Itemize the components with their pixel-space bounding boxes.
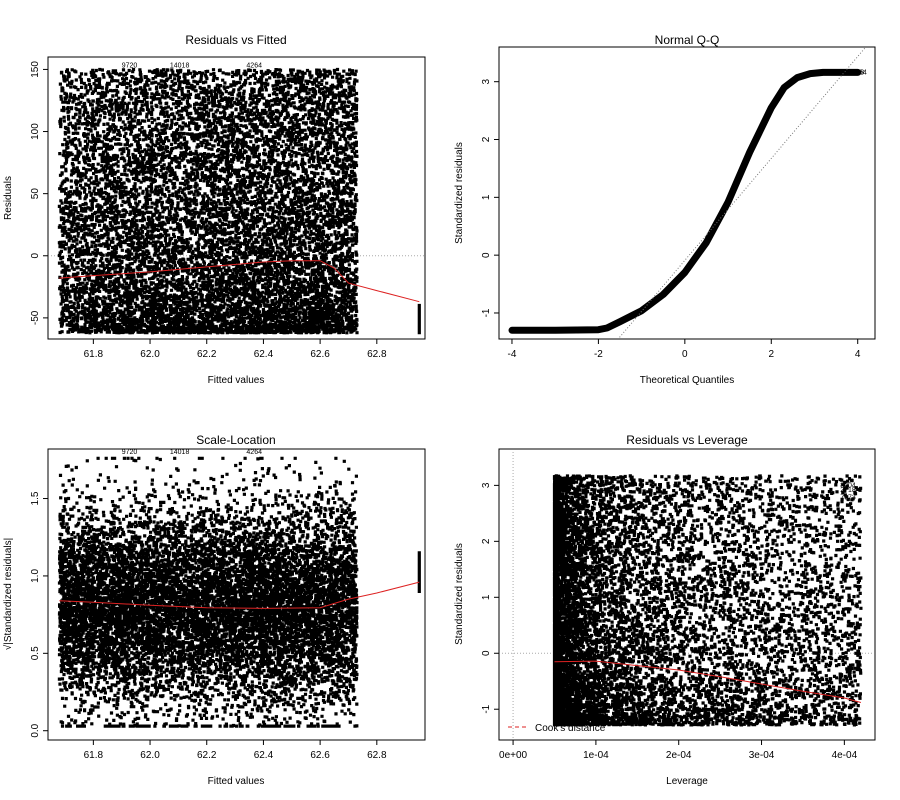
x-tick-label: 2e-04 — [666, 750, 692, 761]
y-axis-label: Residuals — [3, 176, 14, 220]
legend: Cook's distance — [508, 723, 606, 734]
y-tick-label: 2 — [481, 136, 492, 142]
x-tick-label: 3e-04 — [749, 750, 775, 761]
x-tick-label: 62.2 — [197, 349, 217, 360]
y-tick-label: 0.5 — [30, 646, 41, 660]
point-label: 9720 — [122, 63, 138, 70]
point-label: 7673 — [840, 495, 856, 502]
panel-residuals-vs-leverage: Residuals vs Leverage Leverage Standardi… — [454, 433, 876, 787]
plot-region — [57, 456, 421, 728]
point-label: 14018 — [170, 449, 190, 456]
plot-region — [49, 67, 424, 335]
chart-title: Normal Q-Q — [655, 33, 720, 47]
x-tick-label: 62.6 — [310, 349, 330, 360]
x-tick-label: 62.2 — [197, 750, 217, 761]
y-tick-label: 1 — [481, 594, 492, 600]
x-tick-label: 61.8 — [84, 349, 104, 360]
y-tick-label: 0.0 — [30, 723, 41, 737]
panel-normal-qq: Normal Q-Q Theoretical Quantiles Standar… — [454, 33, 876, 386]
x-axis-label: Theoretical Quantiles — [640, 375, 735, 386]
x-tick-label: -2 — [594, 349, 603, 360]
x-axis-label: Leverage — [666, 776, 708, 787]
point-label: 2718 — [840, 487, 856, 494]
y-tick-label: -1 — [481, 308, 492, 317]
y-axis-label: √|Standardized residuals| — [2, 538, 14, 650]
panel-scale-location: Scale-Location Fitted values √|Standardi… — [2, 433, 426, 787]
x-tick-label: 1e-04 — [583, 750, 609, 761]
plot-frame — [498, 448, 876, 741]
point-label: 4264 — [246, 449, 262, 456]
qq-points — [508, 68, 862, 334]
plot-frame — [498, 46, 876, 340]
x-axis-label: Fitted values — [208, 776, 265, 787]
y-tick-label: 0 — [481, 252, 492, 258]
point-label: 8004 — [840, 482, 856, 489]
x-tick-label: 62.4 — [254, 750, 274, 761]
x-tick-label: 62.6 — [310, 750, 330, 761]
y-tick-label: 1.5 — [30, 491, 41, 505]
x-tick-label: -4 — [508, 349, 517, 360]
panel-residuals-vs-fitted: Residuals vs Fitted Fitted values Residu… — [3, 33, 426, 386]
chart-title: Scale-Location — [196, 433, 275, 447]
point-label: 9720 — [838, 69, 854, 76]
x-tick-label: 61.8 — [84, 750, 104, 761]
legend-label: Cook's distance — [535, 723, 606, 734]
y-tick-label: 3 — [481, 482, 492, 488]
smooth-line — [554, 660, 862, 703]
data-points — [57, 456, 421, 728]
point-label: 4264 — [851, 69, 867, 76]
data-points — [552, 474, 863, 727]
point-label: 9720 — [122, 449, 138, 456]
y-tick-label: 0 — [481, 650, 492, 656]
plot-region — [500, 450, 874, 739]
y-tick-label: 0 — [30, 253, 41, 259]
plot-frame — [47, 448, 426, 741]
y-tick-label: 1 — [481, 194, 492, 200]
point-label: 14018 — [845, 69, 865, 76]
y-tick-label: -50 — [30, 310, 41, 325]
y-tick-label: 50 — [30, 188, 41, 200]
smooth-line — [59, 260, 420, 303]
x-tick-label: 62.0 — [140, 349, 160, 360]
y-tick-label: 3 — [481, 78, 492, 84]
chart-title: Residuals vs Leverage — [626, 433, 748, 447]
point-label: 14018 — [170, 63, 190, 70]
x-tick-label: 4 — [855, 349, 861, 360]
y-axis-label: Standardized residuals — [454, 543, 465, 645]
data-points — [57, 67, 421, 335]
x-tick-label: 62.0 — [140, 750, 160, 761]
y-axis-label: Standardized residuals — [454, 142, 465, 244]
point-label: 4264 — [246, 63, 262, 70]
smooth-line — [59, 581, 420, 609]
x-tick-label: 62.4 — [254, 349, 274, 360]
y-tick-label: -1 — [481, 704, 492, 713]
y-tick-label: 2 — [481, 538, 492, 544]
x-tick-label: 0 — [682, 349, 688, 360]
x-tick-label: 4e-04 — [832, 750, 858, 761]
y-tick-label: 150 — [30, 61, 41, 78]
y-tick-label: 1.0 — [30, 569, 41, 583]
plot-region — [508, 48, 866, 338]
x-tick-label: 2 — [768, 349, 774, 360]
x-tick-label: 62.8 — [367, 750, 387, 761]
x-tick-label: 62.8 — [367, 349, 387, 360]
plot-frame — [47, 56, 426, 340]
y-tick-label: 100 — [30, 123, 41, 140]
chart-title: Residuals vs Fitted — [185, 33, 286, 47]
x-tick-label: 0e+00 — [499, 750, 528, 761]
qq-reference-line — [618, 48, 866, 338]
x-axis-label: Fitted values — [208, 375, 265, 386]
